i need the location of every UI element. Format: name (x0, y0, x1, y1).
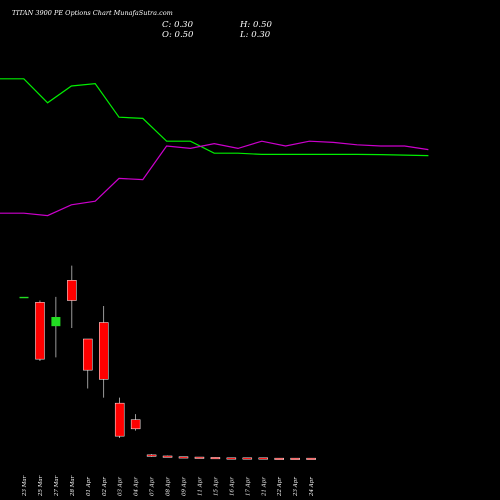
x-tick-label: 17 Apr (245, 477, 251, 496)
candle-body (242, 457, 253, 460)
x-axis-ticks: 23 Mar 25 Mar 27 Mar 28 Mar 01 Apr 02 Apr 03 A… (22, 475, 315, 497)
x-tick-label: 07 Apr (150, 477, 156, 496)
candle-22-apr (274, 457, 284, 460)
candle-body (83, 338, 93, 371)
x-tick-label: 08 Apr (166, 477, 172, 496)
candle-body (35, 302, 45, 360)
open-value: O: 0.50 (162, 30, 194, 40)
candle-27-mar (51, 296, 61, 358)
candle-body (99, 322, 109, 380)
candle-15-apr (210, 457, 221, 460)
candle-body (178, 456, 189, 459)
x-tick-label: 16 Apr (229, 477, 235, 496)
candle-02-apr (99, 306, 109, 398)
candle-23-mar (19, 296, 29, 299)
candle-03-apr (114, 397, 125, 438)
candle-24-apr (306, 457, 316, 460)
indicator-lines (0, 78, 429, 217)
candle-body (51, 317, 61, 327)
x-tick-label: 22 Apr (277, 477, 283, 497)
candle-01-apr (83, 338, 93, 389)
candle-body (226, 457, 237, 460)
x-tick-label: 25 Mar (38, 475, 44, 497)
candle-body (258, 457, 268, 460)
close-value: C: 0.30 (162, 20, 194, 30)
x-tick-label: 09 Apr (182, 477, 188, 496)
x-tick-label: 01 Apr (86, 477, 92, 496)
candle-04-apr (130, 414, 141, 431)
candle-16-apr (226, 457, 237, 460)
candle-11-apr (194, 456, 205, 459)
candle-17-apr (242, 457, 253, 460)
x-tick-label: 28 Mar (70, 475, 76, 497)
candle-body (306, 457, 316, 460)
candle-08-apr (162, 455, 173, 458)
candle-body (146, 454, 157, 457)
x-tick-label: 04 Apr (134, 477, 140, 496)
candle-25-mar (35, 300, 45, 361)
candle-body (19, 296, 29, 299)
candle-body (114, 402, 125, 437)
series-line-2 (0, 140, 429, 217)
x-tick-label: 24 Apr (309, 477, 315, 497)
candle-09-apr (178, 456, 189, 459)
high-value: H: 0.50 (239, 20, 272, 30)
series-line-1 (0, 78, 429, 157)
chart-title: TITAN 3900 PE Options Chart MunafaSutra.… (12, 9, 173, 17)
x-tick-label: 02 Apr (102, 477, 108, 496)
candle-21-apr (258, 457, 268, 460)
candle-28-mar (67, 265, 77, 328)
x-tick-label: 23 Mar (22, 475, 28, 497)
candle-07-apr (146, 454, 157, 457)
x-tick-label: 27 Mar (54, 475, 60, 497)
candle-23-apr (290, 457, 300, 460)
candle-body (162, 455, 173, 458)
candle-body (290, 457, 300, 460)
x-tick-label: 21 Apr (261, 477, 267, 497)
x-tick-label: 11 Apr (197, 477, 203, 496)
x-tick-label: 23 Apr (293, 477, 299, 497)
x-tick-label: 03 Apr (118, 477, 124, 496)
candle-body (210, 457, 221, 460)
candle-body (274, 457, 284, 460)
candlesticks (19, 265, 316, 460)
low-value: L: 0.30 (239, 30, 271, 40)
candle-body (194, 456, 205, 459)
x-tick-label: 15 Apr (213, 477, 219, 496)
candle-body (130, 419, 141, 430)
candle-body (67, 280, 77, 301)
